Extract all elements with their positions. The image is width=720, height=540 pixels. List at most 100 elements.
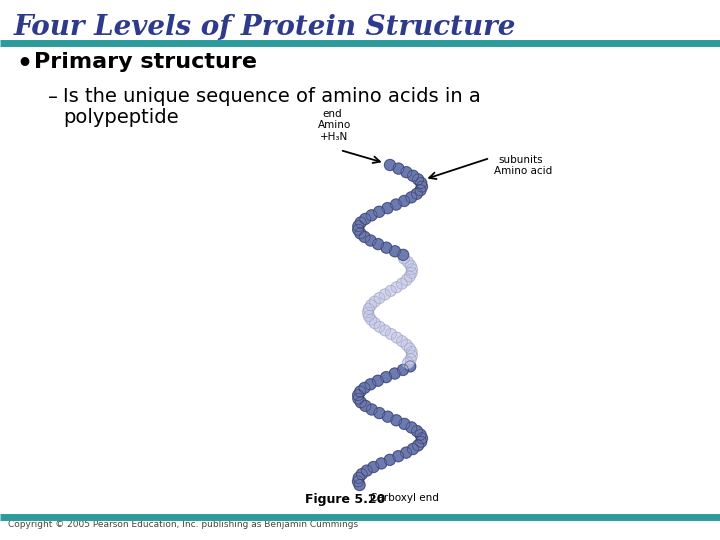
Circle shape — [406, 264, 418, 275]
Circle shape — [399, 418, 410, 429]
Circle shape — [379, 325, 390, 336]
Circle shape — [402, 357, 413, 368]
Circle shape — [385, 328, 397, 340]
Text: Amino: Amino — [318, 120, 351, 130]
Circle shape — [381, 372, 392, 383]
Circle shape — [406, 350, 418, 361]
Circle shape — [354, 480, 365, 490]
Circle shape — [372, 375, 383, 386]
Circle shape — [359, 382, 370, 394]
Text: Primary structure: Primary structure — [34, 52, 257, 72]
Circle shape — [355, 386, 366, 397]
Circle shape — [399, 253, 410, 264]
Circle shape — [415, 436, 427, 447]
Circle shape — [411, 426, 423, 436]
Circle shape — [413, 174, 423, 185]
Circle shape — [393, 451, 404, 462]
Circle shape — [406, 422, 417, 433]
Circle shape — [368, 462, 379, 472]
Circle shape — [408, 170, 418, 181]
Circle shape — [353, 476, 364, 487]
Circle shape — [374, 293, 385, 303]
Circle shape — [391, 282, 402, 293]
Circle shape — [402, 256, 413, 268]
Circle shape — [366, 404, 377, 415]
Text: polypeptide: polypeptide — [63, 108, 179, 127]
Circle shape — [391, 415, 402, 426]
Text: end: end — [322, 109, 341, 119]
Circle shape — [353, 393, 364, 404]
Circle shape — [397, 336, 408, 347]
Circle shape — [415, 178, 427, 188]
Circle shape — [360, 213, 371, 225]
Circle shape — [408, 443, 418, 455]
Circle shape — [382, 411, 393, 422]
Circle shape — [406, 192, 417, 203]
Circle shape — [397, 278, 408, 289]
Circle shape — [411, 188, 423, 199]
Circle shape — [405, 260, 416, 271]
Circle shape — [354, 472, 364, 483]
Circle shape — [397, 249, 409, 260]
Text: Four Levels of Protein Structure: Four Levels of Protein Structure — [14, 14, 516, 41]
Circle shape — [366, 314, 377, 325]
Circle shape — [360, 400, 371, 411]
Circle shape — [359, 232, 370, 242]
Circle shape — [364, 310, 374, 321]
Circle shape — [353, 221, 364, 232]
Text: subunits: subunits — [498, 155, 543, 165]
Circle shape — [364, 303, 374, 314]
Circle shape — [369, 318, 380, 329]
Circle shape — [405, 361, 415, 372]
Circle shape — [376, 458, 387, 469]
Text: Copyright © 2005 Pearson Education, Inc. publishing as Benjamin Cummings: Copyright © 2005 Pearson Education, Inc.… — [8, 520, 358, 529]
Circle shape — [362, 307, 374, 318]
Circle shape — [406, 347, 417, 357]
Circle shape — [399, 195, 410, 206]
Circle shape — [406, 267, 417, 278]
Circle shape — [381, 242, 392, 253]
Circle shape — [401, 167, 412, 178]
Circle shape — [390, 246, 400, 257]
Circle shape — [400, 447, 412, 458]
Circle shape — [416, 181, 428, 192]
Circle shape — [355, 217, 366, 228]
Text: –: – — [48, 88, 58, 107]
Circle shape — [413, 440, 423, 451]
Circle shape — [391, 332, 402, 343]
Circle shape — [401, 339, 412, 350]
Circle shape — [365, 235, 376, 246]
Circle shape — [384, 454, 395, 465]
Circle shape — [404, 271, 415, 282]
Circle shape — [353, 224, 364, 235]
Text: •: • — [16, 52, 32, 76]
Circle shape — [393, 163, 404, 174]
Circle shape — [390, 368, 400, 379]
Circle shape — [390, 199, 402, 210]
Text: Amino acid: Amino acid — [494, 166, 552, 176]
Circle shape — [415, 429, 426, 440]
Circle shape — [416, 433, 428, 444]
Circle shape — [369, 296, 380, 307]
Circle shape — [366, 300, 377, 310]
Circle shape — [397, 364, 408, 375]
Text: Carboxyl end: Carboxyl end — [369, 493, 438, 503]
Circle shape — [382, 202, 393, 214]
Circle shape — [374, 206, 384, 217]
Circle shape — [405, 354, 416, 364]
Circle shape — [384, 159, 395, 171]
Text: Is the unique sequence of amino acids in a: Is the unique sequence of amino acids in… — [63, 87, 481, 106]
Circle shape — [366, 210, 377, 221]
Circle shape — [355, 228, 366, 239]
Circle shape — [401, 274, 412, 286]
Circle shape — [361, 465, 372, 476]
Circle shape — [415, 185, 426, 195]
Text: Figure 5.20: Figure 5.20 — [305, 493, 385, 506]
Circle shape — [385, 285, 396, 296]
Circle shape — [404, 343, 415, 354]
Circle shape — [356, 469, 367, 480]
Circle shape — [379, 289, 390, 300]
Circle shape — [356, 397, 366, 408]
Circle shape — [374, 321, 385, 332]
Circle shape — [374, 408, 385, 418]
